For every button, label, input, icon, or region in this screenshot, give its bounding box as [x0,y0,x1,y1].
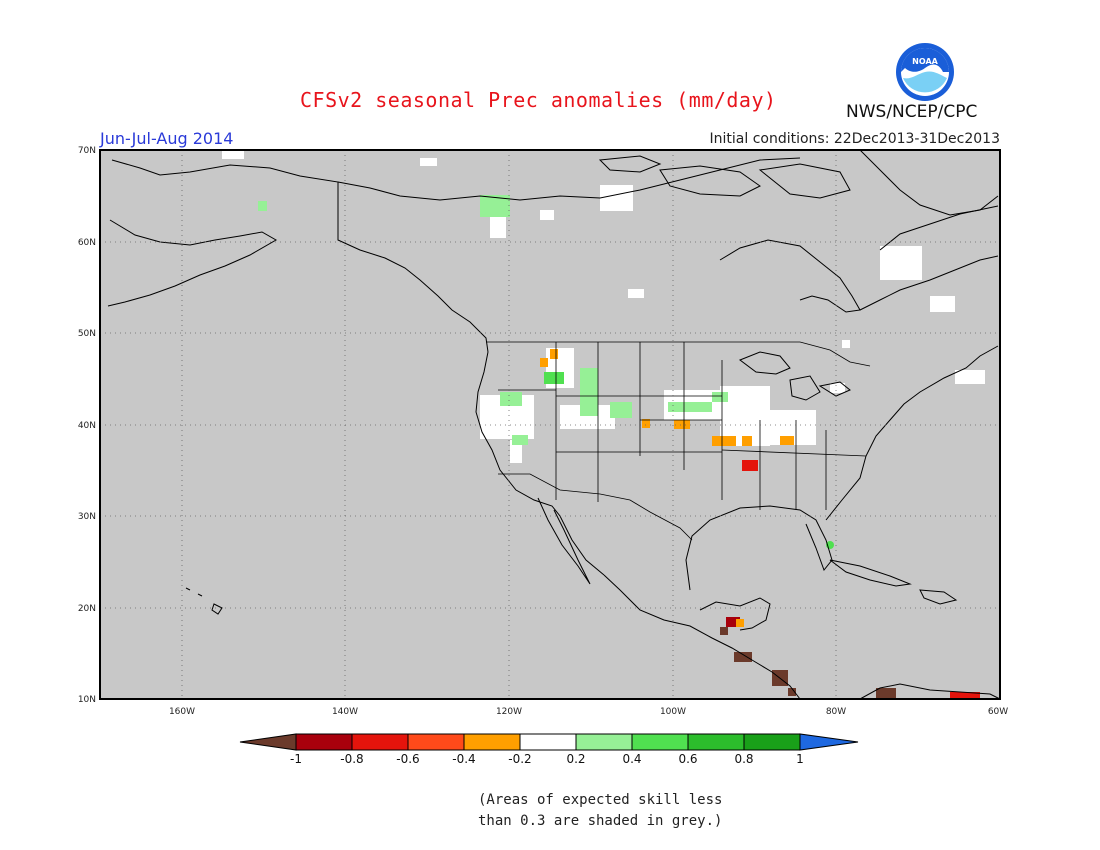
legend-swatch [687,733,745,751]
gridlines [100,150,1000,699]
legend-swatch [519,733,577,751]
legend-swatch [407,733,465,751]
legend-label: -0.4 [452,752,475,766]
legend-label: -0.2 [508,752,531,766]
legend-label: 0.8 [734,752,753,766]
skill-note: (Areas of expected skill less than 0.3 a… [478,792,723,829]
legend-swatch [295,733,353,751]
borders [486,341,871,541]
legend-label: -1 [290,752,302,766]
lon-label: 100W [660,707,686,717]
legend-label: 0.4 [622,752,641,766]
lat-label: 30N [78,512,96,522]
legend-label: -0.8 [340,752,363,766]
legend-labels: -1 -0.8 -0.6 -0.4 -0.2 0.2 0.4 0.6 0.8 1 [290,752,804,766]
svg-text:NOAA: NOAA [912,57,938,66]
agency-label: NWS/NCEP/CPC [846,102,978,122]
latitude-labels: 10N 20N 30N 40N 50N 60N 70N [78,146,96,705]
positive-anomaly-areas [258,195,834,549]
lon-label: 80W [826,707,846,717]
noaa-logo: NOAA [896,43,954,101]
legend-label: 0.2 [566,752,585,766]
legend-swatch [351,733,409,751]
legend-arrow-low [239,733,297,751]
coastlines [107,149,1001,700]
lon-label: 60W [988,707,1008,717]
legend-arrow-high [799,733,859,751]
legend-swatch [743,733,801,751]
chart-title: CFSv2 seasonal Prec anomalies (mm/day) [300,88,777,112]
lon-label: 120W [496,707,522,717]
map-frame [99,149,1001,700]
legend-label: -0.6 [396,752,419,766]
lat-label: 40N [78,421,96,431]
season-label: Jun-Jul-Aug 2014 [100,129,234,148]
initial-conditions-label: Initial conditions: 22Dec2013-31Dec2013 [709,131,1001,147]
negative-anomaly-areas [540,349,980,699]
legend-swatch [631,733,689,751]
legend-label: 0.6 [678,752,697,766]
legend-bar [239,733,859,751]
legend-label: 1 [796,752,804,766]
lat-label: 10N [78,695,96,705]
lat-label: 60N [78,238,96,248]
legend-swatch [575,733,633,751]
longitude-labels: 160W 140W 120W 100W 80W 60W [169,707,1008,717]
lat-label: 20N [78,604,96,614]
lat-label: 70N [78,146,96,156]
lat-label: 50N [78,329,96,339]
lon-label: 160W [169,707,195,717]
map-background [100,150,1000,699]
lon-label: 140W [332,707,358,717]
legend-swatch [463,733,521,751]
